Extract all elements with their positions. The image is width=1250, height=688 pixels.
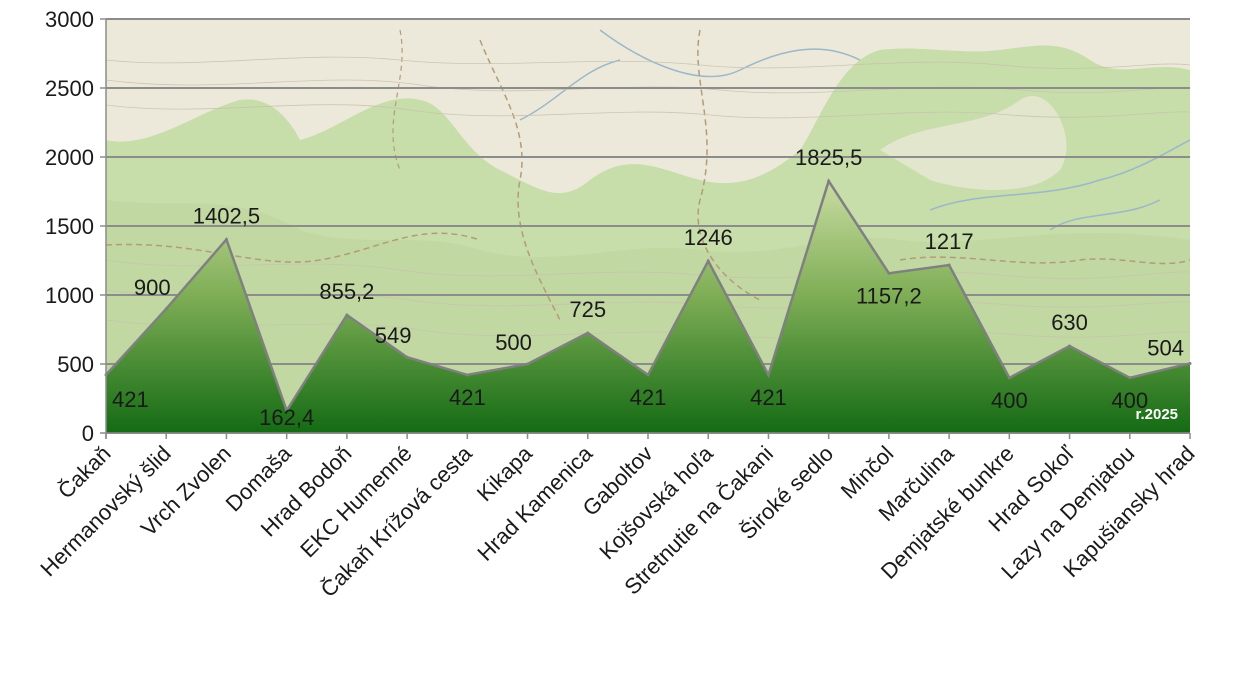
data-point-14 <box>947 263 951 267</box>
data-label-18: 504 <box>1147 335 1184 360</box>
data-label-14: 1217 <box>925 229 974 254</box>
data-point-18 <box>1188 361 1192 365</box>
y-tick-labels: 0 500 1000 1500 2000 2500 3000 <box>45 7 94 446</box>
data-label-7: 500 <box>495 330 532 355</box>
data-point-11 <box>766 373 770 377</box>
data-label-11: 421 <box>750 385 787 410</box>
data-point-15 <box>1007 376 1011 380</box>
data-label-16: 630 <box>1051 310 1088 335</box>
data-point-13 <box>887 271 891 275</box>
data-point-17 <box>1128 376 1132 380</box>
data-label-13: 1157,2 <box>856 283 922 308</box>
data-point-12 <box>827 179 831 183</box>
data-point-4 <box>345 313 349 317</box>
y-tick-label-2500: 2500 <box>45 76 94 101</box>
elevation-area-fill <box>106 181 1190 433</box>
data-point-1 <box>164 307 168 311</box>
data-label-2: 1402,5 <box>193 203 260 228</box>
y-tick-label-1500: 1500 <box>45 214 94 239</box>
year-annotation: r.2025 <box>1135 406 1178 423</box>
y-tick-label-1000: 1000 <box>45 283 94 308</box>
y-tick-label-500: 500 <box>57 352 94 377</box>
data-label-9: 421 <box>630 385 667 410</box>
data-label-5: 549 <box>375 323 412 348</box>
data-label-4: 855,2 <box>319 279 374 304</box>
y-tick-label-0: 0 <box>82 421 94 446</box>
data-label-6: 421 <box>449 385 486 410</box>
data-label-1: 900 <box>134 275 171 300</box>
data-point-5 <box>405 355 409 359</box>
data-label-15: 400 <box>991 388 1028 413</box>
data-label-8: 725 <box>569 297 606 322</box>
data-label-10: 1246 <box>684 225 733 250</box>
data-point-3 <box>285 409 289 413</box>
data-point-8 <box>586 331 590 335</box>
y-tick-label-2000: 2000 <box>45 145 94 170</box>
data-point-6 <box>465 373 469 377</box>
data-point-9 <box>646 373 650 377</box>
data-label-17: 400 <box>1111 388 1148 413</box>
data-point-2 <box>224 237 228 241</box>
data-label-0: 421 <box>112 387 149 412</box>
data-label-12: 1825,5 <box>795 145 862 170</box>
data-point-16 <box>1068 344 1072 348</box>
data-point-7 <box>526 362 530 366</box>
data-label-3: 162,4 <box>259 405 314 430</box>
y-tick-label-3000: 3000 <box>45 7 94 32</box>
elevation-area <box>104 178 1192 433</box>
axes <box>100 18 1191 439</box>
data-point-10 <box>706 259 710 263</box>
